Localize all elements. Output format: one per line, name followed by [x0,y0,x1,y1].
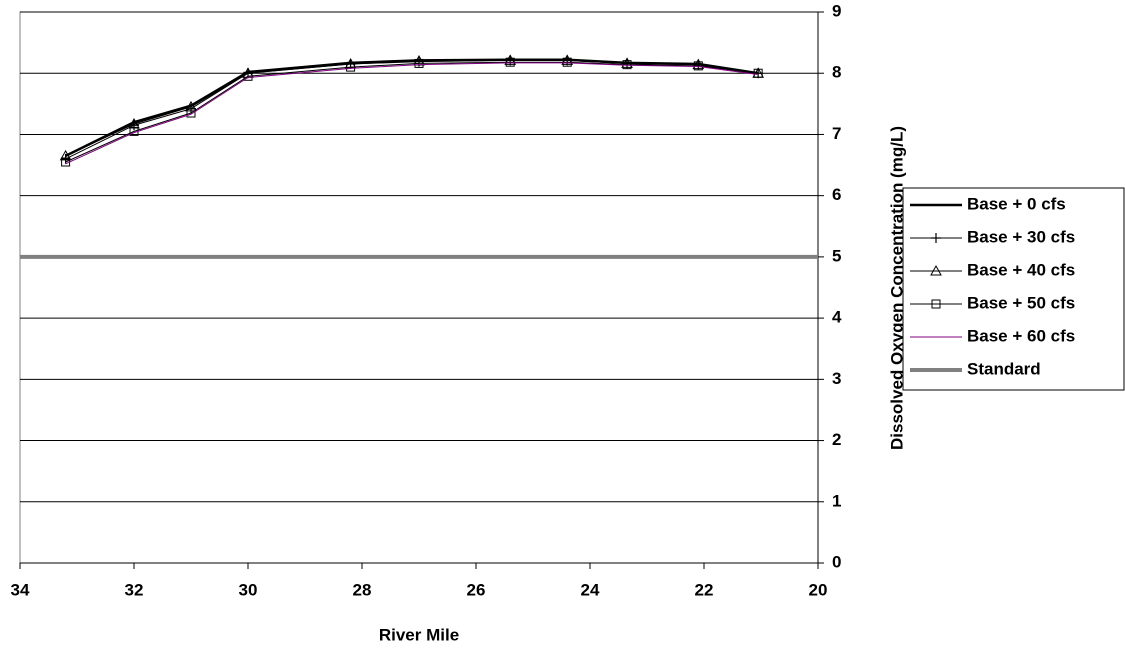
y-tick-label: 5 [832,246,841,265]
marker-triangle [930,264,942,276]
marker-triangle [621,57,633,68]
legend-label: Base + 30 cfs [967,227,1075,246]
series-line [65,58,759,157]
y-tick-label: 9 [832,1,841,20]
marker-square [186,108,196,118]
marker-triangle [128,118,140,129]
legend-label: Base + 40 cfs [967,260,1075,279]
legend-box [902,187,1125,391]
y-tick-label: 1 [832,491,841,510]
y-axis-title: Dissolved Oxygen Concentration (mg/L) [887,126,906,450]
y-tick-label: 0 [832,552,841,571]
x-tick-label: 24 [581,580,600,599]
legend-label: Base + 0 cfs [967,194,1066,213]
marker-square [562,57,572,67]
marker-square [243,71,253,81]
marker-triangle [185,100,197,112]
series-line [65,61,759,163]
x-tick-label: 22 [695,580,714,599]
marker-square [753,68,763,78]
x-axis-title: River Mile [379,625,459,644]
x-tick-label: 26 [467,580,486,599]
marker-square [931,299,941,309]
marker-square [505,57,515,67]
series-line [65,62,759,165]
legend-label: Standard [967,359,1041,378]
x-tick-label: 30 [239,580,258,599]
x-tick-label: 28 [353,580,372,599]
x-tick-label: 32 [125,580,144,599]
y-tick-label: 8 [832,63,841,82]
plot-area [19,11,819,564]
y-tick-label: 4 [832,308,842,327]
x-tick-label: 20 [809,580,828,599]
series-line [65,59,759,160]
legend-label: Base + 60 cfs [967,326,1075,345]
y-tick-label: 2 [832,430,841,449]
marker-plus [931,233,941,243]
marker-square [414,58,424,68]
marker-square [346,62,356,72]
marker-triangle [692,58,705,70]
y-tick-label: 6 [832,185,841,204]
y-tick-label: 3 [832,369,841,388]
x-tick-label: 34 [11,580,30,599]
marker-triangle [59,149,72,161]
marker-square [693,61,703,71]
legend-label: Base + 50 cfs [967,293,1075,312]
marker-triangle [504,54,517,65]
series-line [65,59,759,157]
y-tick-label: 7 [832,124,841,143]
marker-triangle [561,54,574,65]
